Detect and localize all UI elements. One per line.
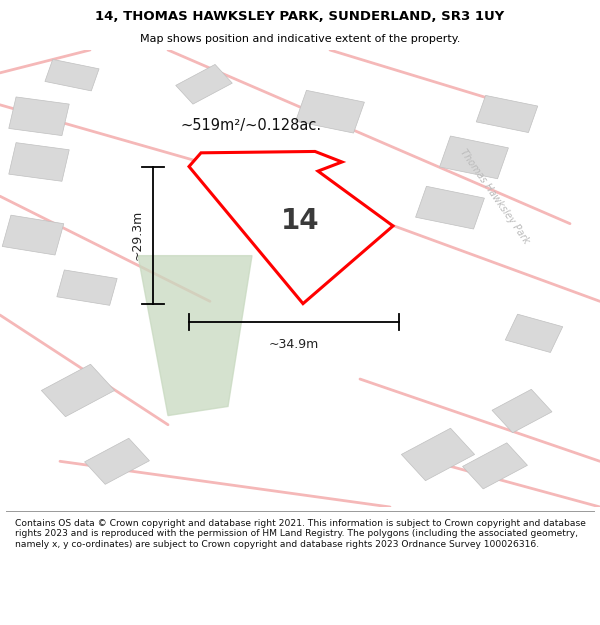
Polygon shape <box>41 364 115 417</box>
Text: ~519m²/~0.128ac.: ~519m²/~0.128ac. <box>180 118 321 133</box>
Text: ~29.3m: ~29.3m <box>131 210 144 260</box>
Text: Thomas Hawksley Park: Thomas Hawksley Park <box>458 147 532 246</box>
Text: Contains OS data © Crown copyright and database right 2021. This information is : Contains OS data © Crown copyright and d… <box>15 519 586 549</box>
Text: ~34.9m: ~34.9m <box>269 338 319 351</box>
Polygon shape <box>189 151 393 304</box>
Polygon shape <box>416 186 484 229</box>
Polygon shape <box>9 97 69 136</box>
Polygon shape <box>476 96 538 132</box>
Polygon shape <box>138 256 252 416</box>
Polygon shape <box>492 389 552 432</box>
Polygon shape <box>505 314 563 352</box>
Polygon shape <box>57 270 117 306</box>
Text: Map shows position and indicative extent of the property.: Map shows position and indicative extent… <box>140 34 460 44</box>
Polygon shape <box>463 443 527 489</box>
Text: 14, THOMAS HAWKSLEY PARK, SUNDERLAND, SR3 1UY: 14, THOMAS HAWKSLEY PARK, SUNDERLAND, SR… <box>95 10 505 23</box>
Polygon shape <box>176 64 232 104</box>
Polygon shape <box>2 215 64 255</box>
Polygon shape <box>440 136 508 179</box>
Polygon shape <box>296 91 364 133</box>
Text: 14: 14 <box>281 208 319 236</box>
Polygon shape <box>45 59 99 91</box>
Polygon shape <box>401 428 475 481</box>
Polygon shape <box>9 142 69 181</box>
Polygon shape <box>85 438 149 484</box>
